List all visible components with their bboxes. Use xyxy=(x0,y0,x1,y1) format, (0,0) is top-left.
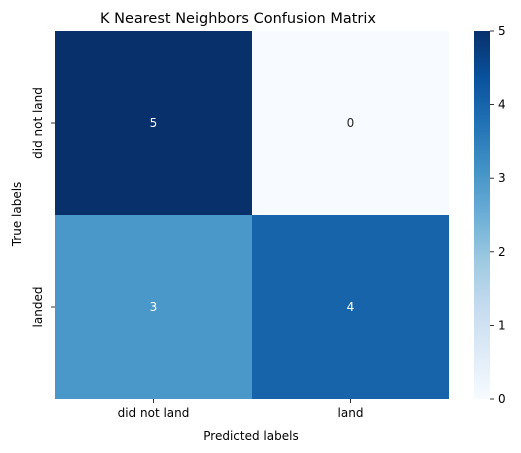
y-axis-label: True labels xyxy=(10,182,24,248)
colorbar-tick-label: 3 xyxy=(498,171,506,185)
x-axis-label: Predicted labels xyxy=(203,429,298,443)
colorbar-tick-label: 2 xyxy=(498,245,506,259)
x-tick-label: land xyxy=(338,406,364,420)
heatmap-cell xyxy=(55,31,252,215)
heatmap-cells xyxy=(55,31,449,399)
colorbar-tick-label: 4 xyxy=(498,98,506,112)
cell-annotation: 4 xyxy=(347,300,355,314)
cell-annotation: 0 xyxy=(347,116,355,130)
heatmap-cell xyxy=(252,215,449,399)
colorbar-tick-label: 5 xyxy=(498,24,506,38)
cell-annotation: 5 xyxy=(150,116,158,130)
heatmap-annotations: 5 0 3 4 xyxy=(150,116,355,314)
cell-annotation: 3 xyxy=(150,300,158,314)
colorbar-tick-label: 0 xyxy=(498,392,506,406)
colorbar-tick-label: 1 xyxy=(498,318,506,332)
y-tick-label: did not land xyxy=(31,87,45,159)
x-tick-label: did not land xyxy=(118,406,190,420)
y-tick-label: landed xyxy=(31,287,45,328)
heatmap-cell xyxy=(55,215,252,399)
colorbar-ticks: 0 1 2 3 4 5 xyxy=(490,24,506,406)
y-axis: did not land landed xyxy=(31,87,55,327)
heatmap-cell xyxy=(252,31,449,215)
chart-title: K Nearest Neighbors Confusion Matrix xyxy=(100,11,376,27)
colorbar xyxy=(474,31,490,399)
x-axis: did not land land xyxy=(118,399,364,420)
